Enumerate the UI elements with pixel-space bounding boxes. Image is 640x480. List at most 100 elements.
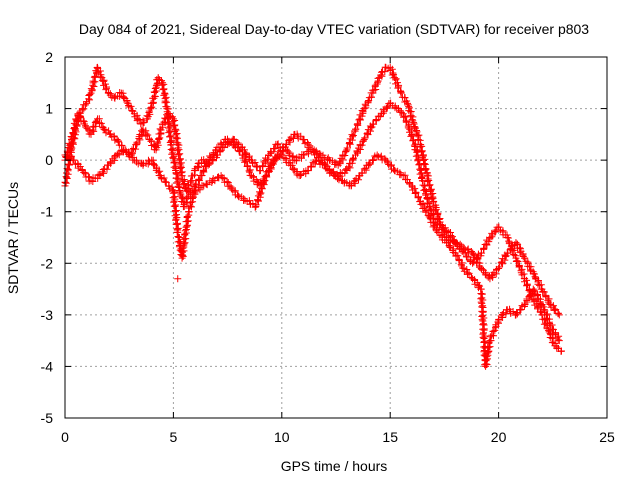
data-point — [396, 107, 404, 115]
data-point — [311, 157, 319, 165]
data-point — [102, 84, 110, 92]
y-tick-label: -1 — [41, 204, 54, 220]
data-point — [175, 151, 183, 159]
data-point — [550, 306, 558, 314]
data-point — [241, 149, 249, 157]
data-point — [448, 233, 456, 241]
data-point — [72, 116, 80, 124]
data-point — [405, 121, 413, 129]
y-axis-label: SDTVAR / TECUs — [5, 182, 21, 294]
data-point — [408, 116, 416, 124]
x-tick-label: 5 — [170, 429, 178, 445]
data-point — [151, 93, 159, 101]
data-point — [114, 137, 122, 145]
data-point — [181, 179, 189, 187]
data-point — [271, 144, 279, 152]
data-point — [179, 244, 187, 252]
data-point — [409, 117, 417, 125]
data-point — [460, 244, 468, 252]
data-point — [149, 160, 157, 168]
data-point — [441, 224, 449, 232]
data-point — [555, 311, 563, 319]
data-point — [478, 249, 486, 257]
plot-frame — [64, 56, 608, 419]
data-point — [476, 282, 484, 290]
data-point — [478, 316, 486, 324]
data-point — [116, 89, 124, 97]
data-point — [479, 333, 487, 341]
data-point — [374, 78, 382, 86]
data-point — [391, 166, 399, 174]
data-point — [418, 177, 426, 185]
data-point — [245, 197, 253, 205]
data-point — [412, 189, 420, 197]
data-point — [65, 139, 73, 147]
data-point — [183, 194, 191, 202]
data-point — [353, 120, 361, 128]
data-point — [351, 127, 359, 135]
data-point — [97, 119, 105, 127]
data-point — [377, 68, 385, 76]
data-point — [162, 178, 170, 186]
data-point — [397, 89, 405, 97]
data-point — [161, 99, 169, 107]
data-point — [100, 125, 108, 133]
data-point — [188, 177, 196, 185]
data-point — [383, 157, 391, 165]
data-point — [534, 304, 542, 312]
data-point — [274, 140, 282, 148]
data-point — [513, 310, 521, 318]
data-point — [390, 70, 398, 78]
data-point — [220, 174, 228, 182]
data-point — [195, 175, 203, 183]
data-point — [497, 259, 505, 267]
data-point — [145, 108, 153, 116]
data-point — [94, 171, 102, 179]
data-point — [482, 357, 490, 365]
data-point — [297, 172, 305, 180]
data-point — [347, 181, 355, 189]
axis-ticks: 0 5 10 15 20 25 -5 -4 -3 -2 -1 0 1 2 — [41, 49, 615, 445]
data-point — [523, 296, 531, 304]
x-tick-label: 0 — [61, 429, 69, 445]
data-point — [209, 156, 217, 164]
data-point — [488, 229, 496, 237]
data-point — [187, 198, 195, 206]
data-point — [268, 159, 276, 167]
data-point — [330, 172, 338, 180]
data-point — [452, 238, 460, 246]
data-point — [470, 250, 478, 258]
data-point — [172, 135, 180, 143]
data-point — [407, 132, 415, 140]
data-point — [140, 119, 148, 127]
data-point — [170, 163, 178, 171]
data-point — [262, 172, 270, 180]
data-point — [509, 308, 517, 316]
data-point — [103, 165, 111, 173]
data-point — [260, 158, 268, 166]
data-point — [105, 127, 113, 135]
data-point — [194, 176, 202, 184]
data-point — [526, 292, 534, 300]
data-point — [383, 104, 391, 112]
data-point — [463, 266, 471, 274]
data-point — [397, 108, 405, 116]
data-point — [172, 220, 180, 228]
data-point — [170, 202, 178, 210]
data-point — [421, 182, 429, 190]
data-points — [61, 63, 565, 370]
data-point — [182, 235, 190, 243]
data-point — [342, 147, 350, 155]
data-point — [502, 310, 510, 318]
data-point — [418, 174, 426, 182]
x-axis-label: GPS time / hours — [281, 458, 388, 474]
data-point — [181, 227, 189, 235]
data-point — [489, 328, 497, 336]
data-point — [554, 309, 562, 317]
data-point — [554, 336, 562, 344]
data-point — [364, 98, 372, 106]
data-point — [151, 88, 159, 96]
data-point — [160, 174, 168, 182]
data-point — [345, 163, 353, 171]
